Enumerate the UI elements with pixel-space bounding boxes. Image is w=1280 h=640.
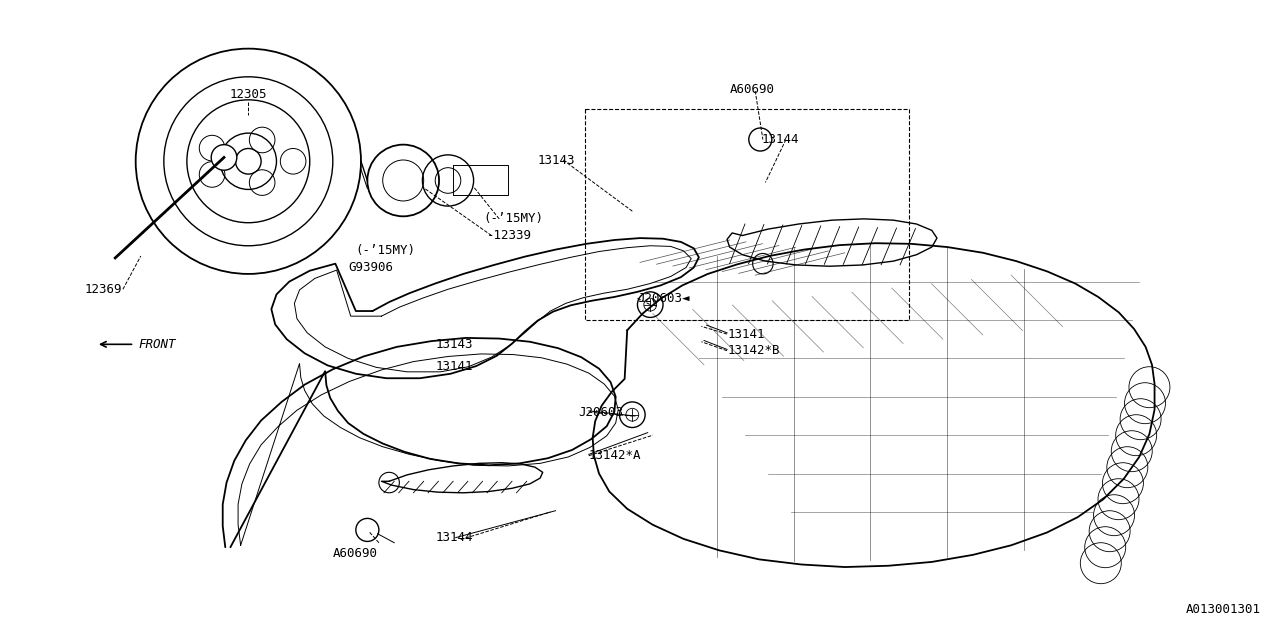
Circle shape [749, 128, 772, 151]
Text: 13141: 13141 [435, 360, 472, 372]
Text: G93906: G93906 [348, 261, 393, 274]
Text: A60690: A60690 [333, 547, 378, 560]
Circle shape [211, 145, 237, 170]
Text: (-’15MY): (-’15MY) [356, 244, 416, 257]
Text: 13141: 13141 [727, 328, 764, 340]
Text: (-’15MY): (-’15MY) [484, 212, 544, 225]
Text: A60690: A60690 [730, 83, 774, 96]
Text: -12339: -12339 [486, 229, 531, 242]
Text: 13143: 13143 [435, 338, 472, 351]
Text: 13143: 13143 [538, 154, 575, 166]
Text: J20603: J20603 [579, 406, 623, 419]
Circle shape [356, 518, 379, 541]
Text: 13142*A: 13142*A [589, 449, 641, 462]
Text: 12369: 12369 [84, 283, 122, 296]
Text: 13144: 13144 [762, 133, 799, 146]
Bar [585, 109, 909, 320]
Text: A013001301: A013001301 [1185, 603, 1261, 616]
Text: 12305: 12305 [229, 88, 268, 101]
Text: J20603◄: J20603◄ [637, 292, 690, 305]
Text: FRONT: FRONT [138, 338, 175, 351]
Text: 13142*B: 13142*B [727, 344, 780, 357]
Text: 13144: 13144 [435, 531, 472, 544]
